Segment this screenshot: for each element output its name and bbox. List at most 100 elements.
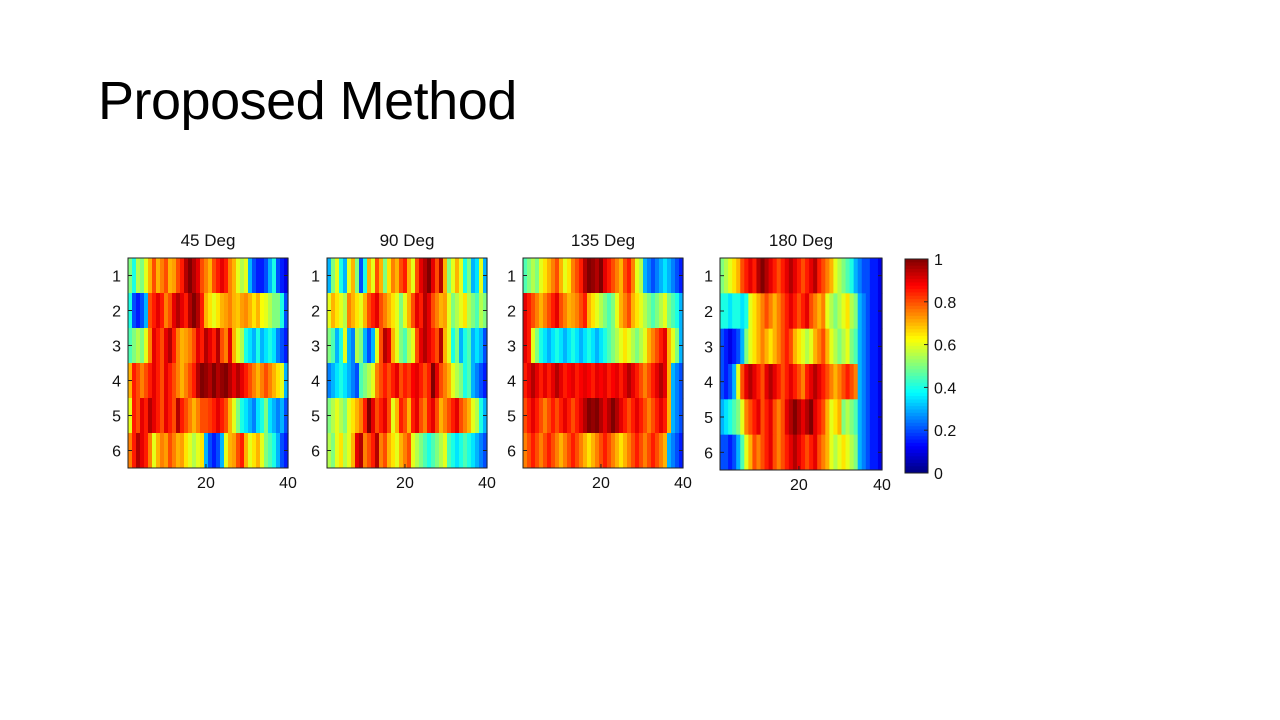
heatmap-cell: [467, 258, 472, 294]
heatmap-cell: [359, 433, 364, 469]
heatmap-cell: [280, 433, 285, 469]
heatmap-cell: [212, 293, 217, 329]
heatmap-cell: [667, 293, 672, 329]
heatmap-cell: [788, 258, 794, 294]
heatmap-cell: [805, 434, 810, 471]
heatmap-cell: [387, 293, 392, 329]
heatmap-cell: [527, 328, 532, 364]
heatmap-cell: [591, 363, 596, 399]
colorbar-segment: [905, 372, 928, 377]
heatmap-cell: [857, 364, 863, 400]
heatmap-cell: [156, 293, 161, 329]
heatmap-cell: [740, 399, 745, 436]
heatmap-cell: [363, 398, 368, 434]
heatmap-cell: [833, 328, 839, 365]
heatmap-cell: [164, 433, 169, 469]
heatmap-cell: [395, 398, 400, 434]
heatmap-cell: [603, 293, 608, 329]
heatmap-cell: [543, 328, 548, 364]
heatmap-cell: [829, 434, 834, 471]
heatmap-cell: [764, 293, 770, 330]
heatmap-cell: [817, 364, 822, 400]
heatmap-cell: [559, 363, 564, 399]
heatmap-cell: [776, 258, 782, 294]
heatmap-cell: [788, 328, 794, 365]
heatmap-cell: [764, 258, 770, 294]
heatmap-cell: [829, 258, 834, 294]
heatmap-cell: [623, 328, 628, 364]
colorbar-segment: [905, 309, 928, 313]
heatmap-cell: [427, 293, 432, 329]
heatmap-cell: [216, 398, 221, 434]
heatmap-cell: [583, 258, 588, 294]
heatmap-cell: [204, 293, 209, 329]
heatmap-cell: [603, 433, 608, 469]
heatmap-cell: [180, 398, 185, 434]
heatmap-cell: [728, 399, 733, 436]
heatmap-cell: [471, 363, 476, 399]
heatmap-cell: [379, 293, 384, 329]
colorbar-segment: [905, 462, 928, 467]
heatmap-cell: [599, 398, 604, 434]
heatmap-cell: [555, 433, 560, 469]
heatmap-cell: [599, 258, 604, 294]
heatmap-cell: [579, 328, 584, 364]
heatmap-cell: [208, 293, 213, 329]
heatmap-cell: [443, 363, 448, 399]
heatmap-cell: [431, 328, 436, 364]
heatmap-cell: [736, 258, 741, 294]
heatmap-cell: [260, 258, 265, 294]
heatmap-cell: [575, 328, 580, 364]
heatmap-cell: [788, 293, 794, 330]
heatmap-cell: [455, 363, 460, 399]
heatmap-cell: [607, 398, 612, 434]
heatmap-cell: [435, 258, 440, 294]
heatmap-cell: [367, 293, 372, 329]
heatmap-cell: [611, 398, 616, 434]
heatmap-cell: [792, 434, 798, 471]
heatmap-cell: [591, 398, 596, 434]
heatmap-cell: [148, 328, 153, 364]
heatmap-cell: [817, 399, 822, 436]
heatmap-cell: [639, 293, 644, 329]
heatmap-cell: [232, 398, 237, 434]
heatmap-cell: [651, 363, 656, 399]
heatmap-cell: [252, 258, 257, 294]
heatmap-cell: [351, 328, 356, 364]
heatmap-cell: [379, 328, 384, 364]
heatmap-cell: [248, 433, 253, 469]
heatmap-cell: [467, 398, 472, 434]
heatmap-cell: [463, 258, 468, 294]
heatmap-cell: [756, 258, 762, 294]
heatmap-cell: [132, 258, 137, 294]
heatmap-cell: [635, 258, 640, 294]
heatmap-cell: [784, 258, 790, 294]
heatmap-cell: [740, 328, 745, 365]
heatmap-cell: [555, 293, 560, 329]
heatmap-cell: [160, 258, 165, 294]
heatmap-cell: [853, 258, 859, 294]
heatmap-cell: [419, 363, 424, 399]
colorbar-segment: [905, 452, 928, 457]
heatmap-cell: [172, 433, 177, 469]
colorbar-segment: [905, 339, 928, 344]
heatmap-cell: [587, 433, 592, 469]
heatmap-cell: [655, 258, 660, 294]
heatmap-cell: [611, 328, 616, 364]
y-tick-label: 3: [311, 339, 320, 356]
heatmap-cell: [768, 399, 774, 436]
heatmap-cell: [627, 293, 632, 329]
heatmap-cell: [391, 433, 396, 469]
heatmap-cell: [280, 328, 285, 364]
heatmap-cell: [176, 433, 181, 469]
heatmap-cell: [192, 433, 197, 469]
heatmap-cell: [220, 293, 225, 329]
heatmap-cell: [403, 398, 408, 434]
heatmap-cell: [732, 328, 737, 365]
heatmap-cell: [256, 258, 261, 294]
heatmap-cell: [359, 398, 364, 434]
heatmap-cell: [768, 328, 774, 365]
heatmap-cell: [651, 293, 656, 329]
heatmap-cell: [200, 328, 205, 364]
heatmap-cell: [555, 363, 560, 399]
